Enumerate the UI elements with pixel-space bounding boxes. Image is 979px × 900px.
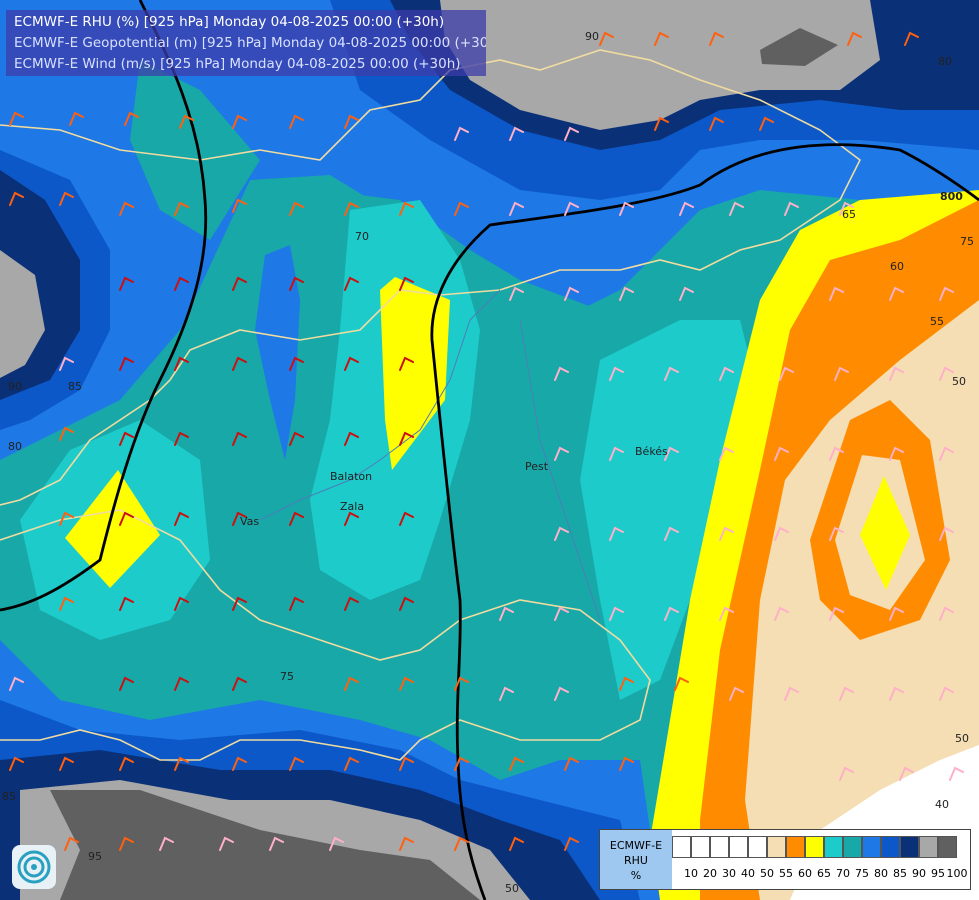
legend-swatch <box>900 836 919 858</box>
legend-tick-label: 90 <box>912 867 926 880</box>
rhu-100-region-north <box>760 28 838 66</box>
rhu-label: 90 <box>585 30 599 43</box>
legend-tick-label: 75 <box>855 867 869 880</box>
wind-barbs <box>9 31 964 851</box>
rhu-label: 85 <box>2 790 16 803</box>
geopotential-contour-line <box>0 0 208 612</box>
legend-tick-label: 50 <box>760 867 774 880</box>
country-border-south <box>0 509 651 761</box>
legend-label-unit: % <box>630 869 642 882</box>
rhu-label: 50 <box>955 732 969 745</box>
rhu-label: 50 <box>505 882 519 895</box>
rhu-label: 65 <box>842 208 856 221</box>
place-label: Békés <box>635 445 668 458</box>
rhu-100-region-south <box>50 790 480 900</box>
place-label: Balaton <box>330 470 372 483</box>
legend-swatch <box>767 836 786 858</box>
legend-ticks: 10 20 30 40 50 55 60 65 70 75 80 85 90 95 100 <box>672 867 968 881</box>
title-wind: ECMWF-E Wind (m/s) [925 hPa] Monday 04-0… <box>14 56 461 72</box>
rhu-95-100-region-north <box>440 0 880 130</box>
legend-swatch <box>881 836 900 858</box>
rhu-label: 80 <box>938 55 952 68</box>
rhu-80-85-tongue <box>255 245 300 460</box>
place-label: Zala <box>340 500 364 513</box>
legend-swatch <box>729 836 748 858</box>
rhu-label: 75 <box>280 670 294 683</box>
place-label: Vas <box>240 515 259 528</box>
rhu-label: 85 <box>68 380 82 393</box>
rhu-label: 80 <box>8 440 22 453</box>
country-border <box>0 49 862 506</box>
geopotential-label: 800 <box>940 190 963 203</box>
legend-swatch <box>938 836 957 858</box>
rhu-label: 40 <box>935 798 949 811</box>
geopotential-contour-line-east <box>430 143 979 900</box>
legend-tick-label: 85 <box>893 867 907 880</box>
ecmwf-logo-icon <box>12 845 56 889</box>
legend-tick-label: 100 <box>946 867 968 880</box>
legend-label-variable: RHU <box>624 854 648 867</box>
legend-label-model: ECMWF-E <box>609 839 663 852</box>
title-rhu: ECMWF-E RHU (%) [925 hPa] Monday 04-08-2… <box>14 14 445 30</box>
legend-tick-label: 30 <box>722 867 736 880</box>
legend-swatch <box>824 836 843 858</box>
rhu-65-70-region-east <box>580 320 760 700</box>
legend-swatch <box>672 836 691 858</box>
legend-tick-label: 55 <box>779 867 793 880</box>
legend-swatch <box>805 836 824 858</box>
legend-swatch <box>710 836 729 858</box>
rhu-label: 55 <box>930 315 944 328</box>
rhu-label: 90 <box>8 380 22 393</box>
legend-swatch <box>862 836 881 858</box>
legend-swatch <box>843 836 862 858</box>
color-legend: ECMWF-E RHU % 10 20 30 40 50 55 60 65 70 75 80 85 90… <box>599 829 971 890</box>
legend-tick-label: 65 <box>817 867 831 880</box>
legend-swatch <box>919 836 938 858</box>
place-label: Pest <box>525 460 549 473</box>
legend-tick-label: 70 <box>836 867 850 880</box>
title-geopotential: ECMWF-E Geopotential (m) [925 hPa] Monda… <box>14 35 486 51</box>
rhu-60-65-core <box>860 476 910 590</box>
legend-swatch <box>786 836 805 858</box>
rhu-60-65-region-west <box>65 470 160 588</box>
legend-label: ECMWF-E RHU % <box>600 830 672 889</box>
legend-tick-label: 40 <box>741 867 755 880</box>
legend-tick-label: 20 <box>703 867 717 880</box>
rhu-label: 70 <box>355 230 369 243</box>
legend-tick-label: 60 <box>798 867 812 880</box>
legend-swatches <box>672 836 957 858</box>
rhu-75-80-region-northwest <box>130 60 260 240</box>
legend-tick-label: 95 <box>931 867 945 880</box>
map-title-box: ECMWF-E RHU (%) [925 hPa] Monday 04-08-2… <box>6 10 486 76</box>
rhu-label: 50 <box>952 375 966 388</box>
legend-tick-label: 10 <box>684 867 698 880</box>
rhu-95-region-west <box>0 250 45 378</box>
legend-swatch <box>748 836 767 858</box>
legend-tick-label: 80 <box>874 867 888 880</box>
rhu-label: 60 <box>890 260 904 273</box>
rhu-label: 95 <box>88 850 102 863</box>
rhu-label: 75 <box>960 235 974 248</box>
legend-swatch <box>691 836 710 858</box>
